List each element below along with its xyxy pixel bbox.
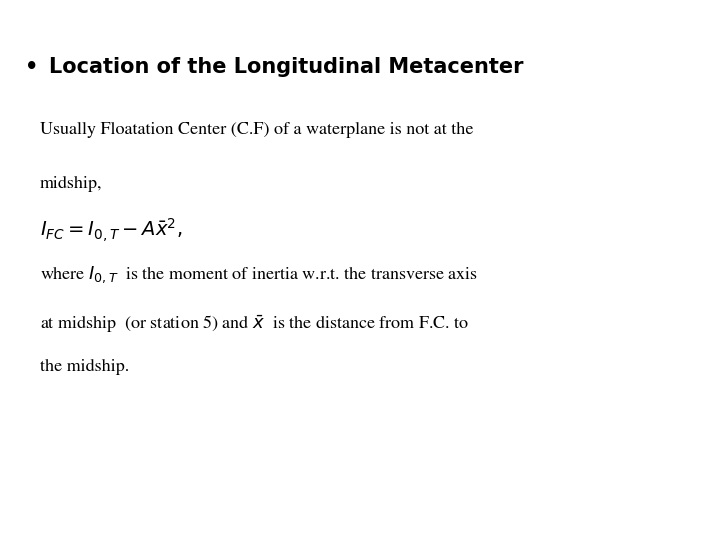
Text: at midship  (or station 5) and $\bar{x}$  is the distance from F.C. to: at midship (or station 5) and $\bar{x}$ … [40,313,469,335]
Text: the midship.: the midship. [40,359,129,375]
Text: Location of the Longitudinal Metacenter: Location of the Longitudinal Metacenter [49,57,523,77]
Text: Usually Floatation Center (C.F) of a waterplane is not at the: Usually Floatation Center (C.F) of a wat… [40,122,473,138]
Text: $I_{FC} = I_{0,T} - A\bar{x}^{2},$: $I_{FC} = I_{0,T} - A\bar{x}^{2},$ [40,216,182,244]
Text: where $I_{0,T}$  is the moment of inertia w.r.t. the transverse axis: where $I_{0,T}$ is the moment of inertia… [40,265,478,285]
Text: •: • [25,57,39,77]
Text: midship,: midship, [40,176,102,192]
